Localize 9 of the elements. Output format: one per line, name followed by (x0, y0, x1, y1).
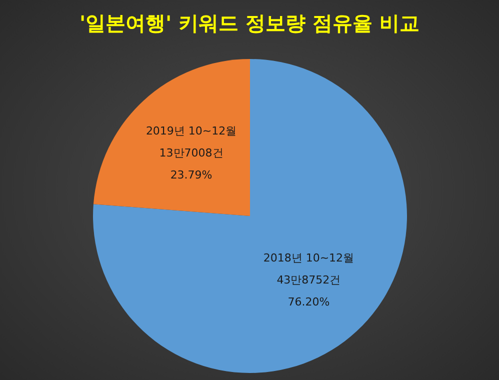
text: 43만8752건 (276, 273, 341, 286)
chart-title: '일본여행' 키워드 정보량 점유율 비교 (79, 11, 420, 35)
data-label: 23.79% (170, 168, 212, 182)
pie-slice (93, 59, 250, 216)
pie-slice (93, 59, 407, 373)
slice-label: 2018년 10~12월 (263, 251, 354, 264)
slice-label: 2019년 10~12월 (146, 124, 237, 138)
text: 13만7008건 (159, 146, 224, 160)
data-label: 76.20% (288, 295, 330, 308)
